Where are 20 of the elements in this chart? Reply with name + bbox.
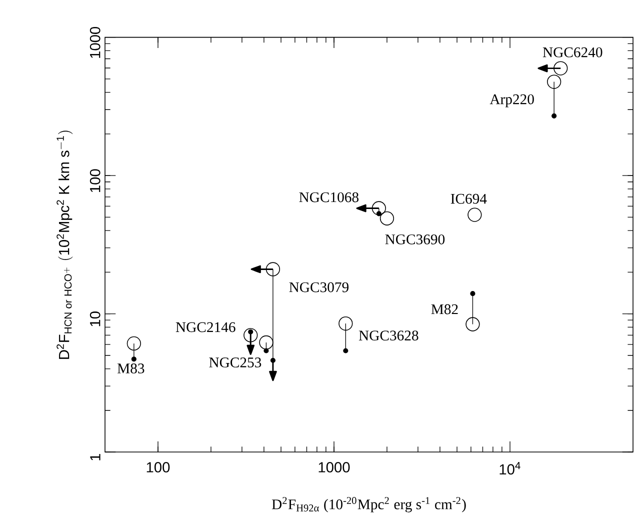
annotation: NGC2146: [176, 322, 236, 332]
y-tick-label: 1000: [90, 26, 100, 58]
annotation: M83: [117, 364, 144, 374]
annotation: NGC1068: [299, 192, 359, 202]
y-tick-label: 1: [90, 454, 100, 460]
annotation: NGC3628: [358, 330, 418, 340]
y-tick-label: 100: [90, 169, 100, 192]
annotation: NGC253: [209, 358, 262, 368]
x-tick-label: 10$^{4}$: [500, 462, 520, 475]
x-tick-label: 100: [146, 462, 170, 472]
annotation: NGC6240: [542, 47, 602, 58]
y-tick-label: 10: [90, 312, 100, 326]
x-tick-label: 1000: [318, 462, 350, 472]
annotation: M82: [431, 304, 458, 314]
text: D$^{2}$F$_{H92α}$ (10$^{-20}$Mpc$^{2}$ erg s$^{-1}$ cm$^{-2}$): [272, 497, 466, 512]
annotation: Arp220: [490, 94, 534, 108]
y-axis-title: $\mathrm{D^{2}F_{HCN\;or\;HCO^{+}}\;(10^{2}Mpc^{2}\;K\;km\;s^{-1})}$: [56, 130, 73, 359]
annotation: NGC3690: [385, 234, 445, 244]
annotation: NGC3079: [289, 282, 348, 292]
annotation: IC694: [450, 194, 487, 204]
